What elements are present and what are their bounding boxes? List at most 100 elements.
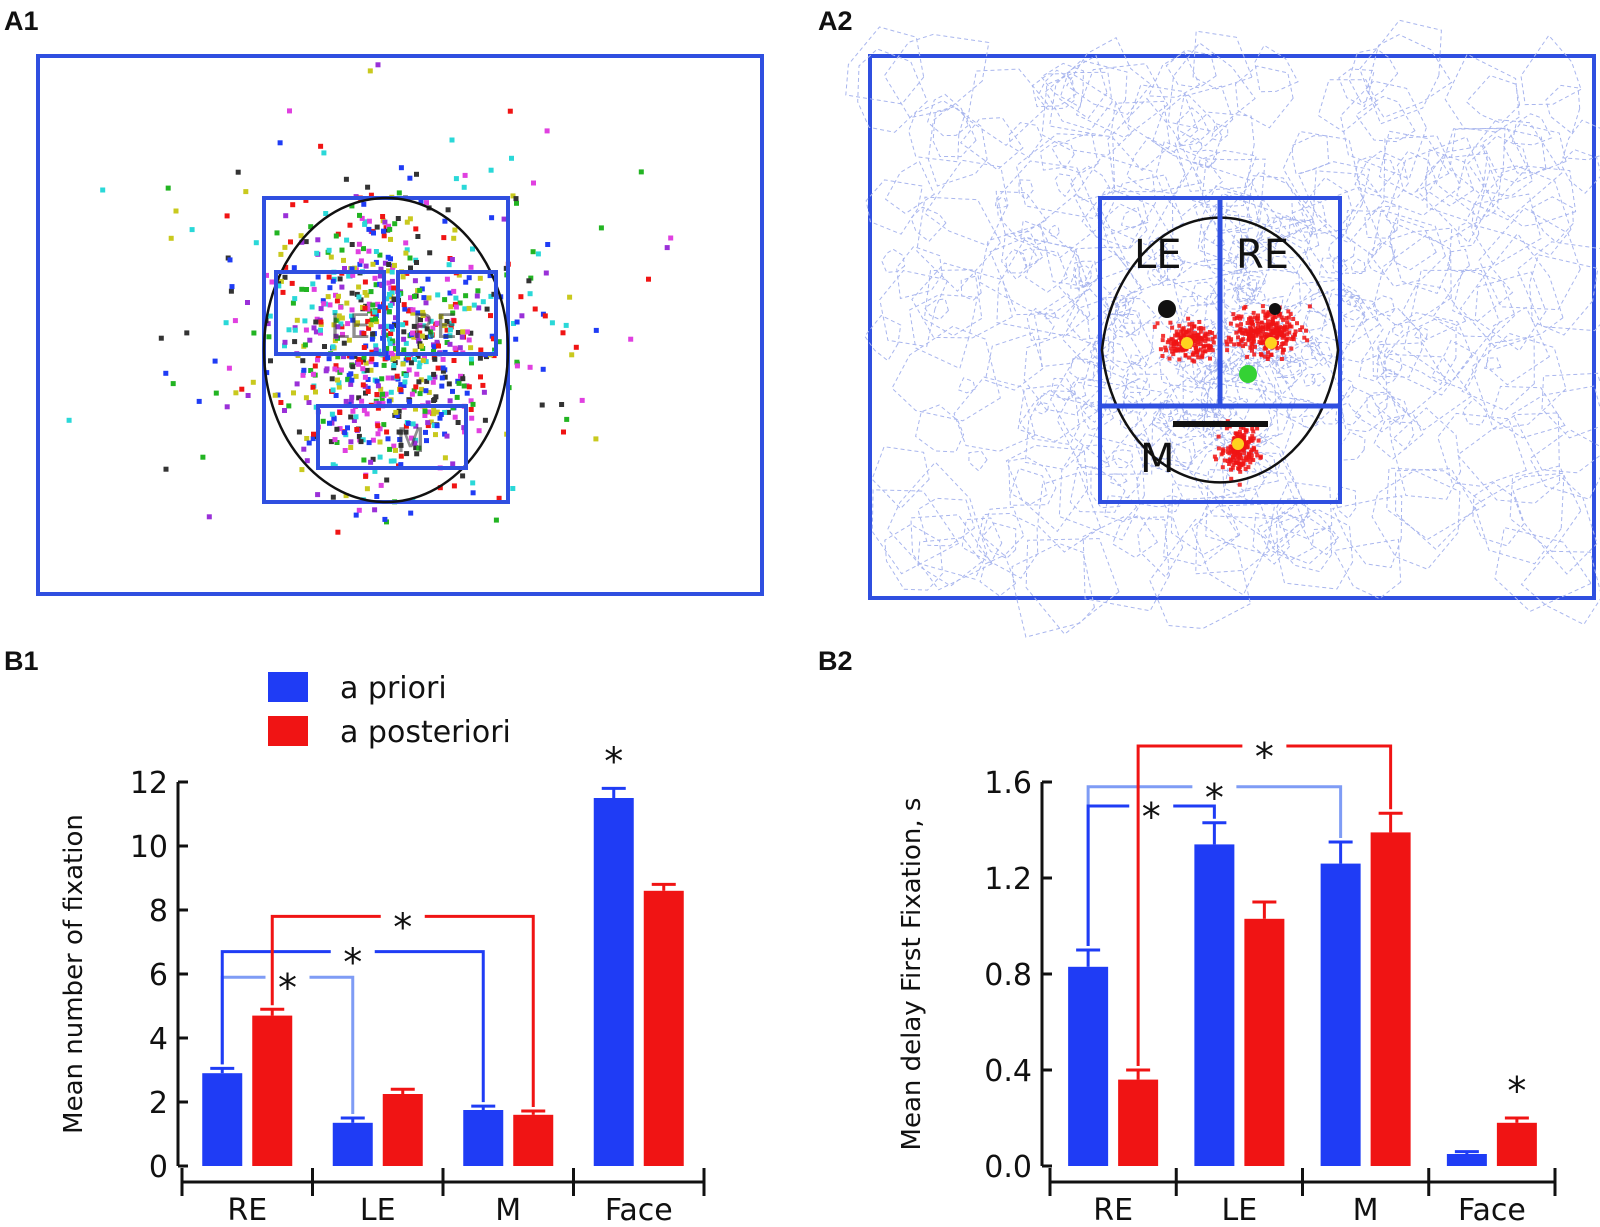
voronoi-cell [1210,383,1294,475]
voronoi-cell [1212,429,1224,440]
fixation-dot [468,356,474,362]
fixation-dot [410,421,416,427]
heat-cell [1234,316,1239,320]
heat-cell [1179,329,1183,334]
heat-cell [1198,329,1203,334]
fixation-dot [362,305,368,311]
fixation-dot [448,304,454,310]
fixation-dot [448,324,454,330]
voronoi-cell [1331,255,1346,274]
heat-cell [1176,333,1181,337]
voronoi-cell [1231,366,1247,384]
fixation-dot [356,507,362,513]
fixation-dot [292,327,298,333]
voronoi-cell [1303,373,1316,387]
heat-cell [1252,329,1257,333]
voronoi-cell [1102,174,1184,246]
fixation-dot [507,108,513,114]
fixation-dot [403,240,409,246]
voronoi-cell [1474,165,1572,256]
voronoi-cell [1348,294,1364,308]
fixation-dot [425,420,431,426]
fixation-dot [364,367,370,373]
y-axis-title: Mean number of fixation [59,814,89,1134]
fixation-dot [345,425,350,431]
fixation-dot [357,261,363,267]
voronoi-cell [910,514,993,591]
fixation-dot [480,382,486,388]
voronoi-cell [1105,282,1135,318]
heat-cell [1239,338,1244,343]
voronoi-cell [1126,84,1199,155]
right-eye-roi-box [396,270,498,356]
voronoi-cell [1069,358,1100,382]
fixation-dot [349,290,355,296]
heat-cell [1250,426,1255,431]
voronoi-cell [1040,62,1084,108]
fixation-dot [480,299,486,305]
voronoi-cell [1192,30,1253,90]
fixation-dot [396,429,402,435]
fixation-dot [282,274,288,280]
heat-cell [1245,354,1250,359]
fixation-dot [403,373,409,379]
heat-cell [1234,330,1239,335]
voronoi-cell [1005,444,1089,533]
heat-cell [1250,438,1255,443]
heat-cell [1198,347,1203,352]
heat-cell [1268,332,1273,337]
fixation-dot [426,389,432,395]
fixation-dot [539,402,545,408]
heat-cell [1264,337,1268,342]
voronoi-cell [1090,457,1140,509]
voronoi-cell [1472,481,1525,547]
fixation-dot [478,347,484,353]
fixation-dot [301,367,307,373]
voronoi-cell [1251,341,1266,354]
fixation-dot [292,296,298,302]
voronoi-cell [927,93,969,137]
fixation-dot [401,336,407,342]
fixation-dot [461,184,467,190]
fixation-dot [514,200,519,206]
heat-cell [1293,329,1298,334]
voronoi-cell [1520,550,1600,626]
heat-cell [1264,326,1268,331]
voronoi-cell [1061,298,1117,366]
voronoi-cell [1378,130,1450,195]
voronoi-cell [1456,412,1561,504]
fixation-dot [455,420,461,425]
voronoi-cell [1276,332,1300,353]
heat-cell [1281,317,1286,322]
fixation-dot [510,486,516,491]
a1-mouth-label: M [396,421,425,461]
fixation-dot [414,332,420,338]
fixation-dot [372,507,378,513]
heat-cell [1251,310,1256,315]
heat-cell [1192,343,1197,348]
fixation-dot [395,216,401,221]
heat-cell [1255,426,1260,431]
heat-cell [1279,344,1284,349]
voronoi-cell [1528,254,1599,336]
fixation-dot [375,423,381,429]
fixation-dot [224,404,230,410]
heat-cell [1233,431,1238,436]
fixation-dot [386,323,391,329]
heat-cell [1229,458,1233,463]
fixation-dot [349,354,355,360]
fixation-dot [300,372,306,378]
voronoi-cell [1277,361,1303,388]
bar-a-posteriori-le [382,1094,423,1166]
fixation-dot [400,274,406,280]
fixation-dot [361,201,367,207]
voronoi-cell [1075,444,1110,470]
fixation-dot [330,494,336,500]
fixation-dot [365,184,371,190]
fixation-dot [372,309,378,315]
voronoi-cell [896,245,943,300]
fixation-dot [229,284,235,290]
fixation-dot [332,310,338,315]
fixation-dot [329,411,335,417]
